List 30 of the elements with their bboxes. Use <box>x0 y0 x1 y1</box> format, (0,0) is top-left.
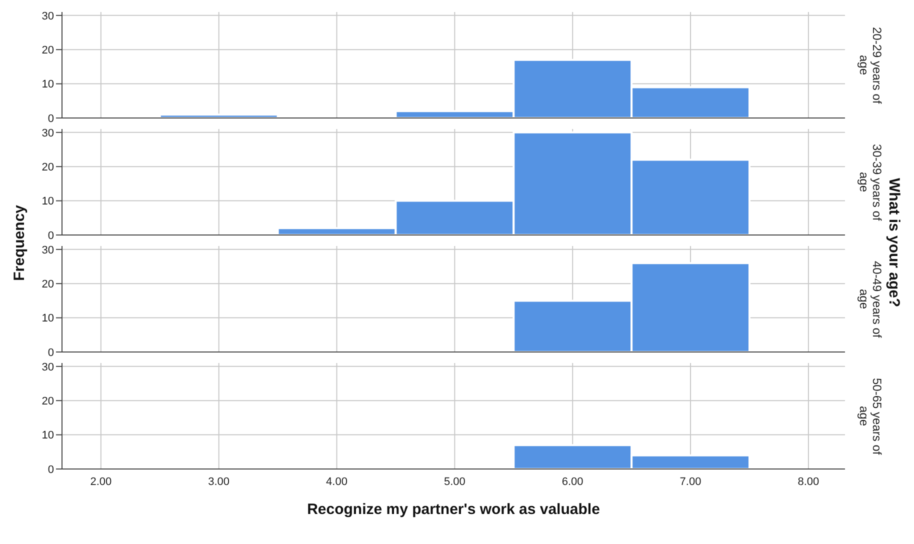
y-tick-label: 0 <box>48 112 54 125</box>
y-tick-label: 0 <box>48 464 54 476</box>
y-tick-label: 30 <box>42 127 54 140</box>
y-tick-label: 10 <box>42 78 54 91</box>
y2-axis-title: 30-39 years of age <box>857 142 884 223</box>
y-tick-label: 20 <box>42 278 54 291</box>
x-tick-label: 6.00 <box>562 476 584 488</box>
text: What is your age? <box>886 178 902 308</box>
x-tick-label: 8.00 <box>798 476 820 488</box>
x-tick-label: 4.00 <box>326 476 348 488</box>
y-tick-label: 10 <box>42 430 54 442</box>
x-axis-title: Recognize my partner's work as valuable <box>306 501 601 518</box>
y-tick-label: 20 <box>42 396 54 408</box>
y2-axis-title: 50-65 years of age <box>857 376 884 457</box>
x-tick-label: 5.00 <box>444 476 466 488</box>
y2-axis-title: 40-49 years of age <box>857 260 884 340</box>
x-tick-label: 3.00 <box>208 476 230 488</box>
y-tick-label: 10 <box>42 312 54 325</box>
x-tick-label: 2.00 <box>90 476 112 488</box>
y-tick-label: 10 <box>42 196 54 208</box>
y-axis-title: Frequency <box>10 205 28 281</box>
y-tick-label: 30 <box>42 10 54 22</box>
y-tick-label: 30 <box>42 361 54 374</box>
y-tick-label: 30 <box>42 244 54 256</box>
x-tick-label: 7.00 <box>680 476 702 488</box>
y-tick-label: 20 <box>42 44 54 57</box>
y-tick-label: 0 <box>48 230 54 242</box>
y-tick-label: 0 <box>48 346 54 359</box>
y2-axis-title: 20-29 years of age <box>857 26 884 106</box>
y-tick-label: 20 <box>42 162 54 174</box>
